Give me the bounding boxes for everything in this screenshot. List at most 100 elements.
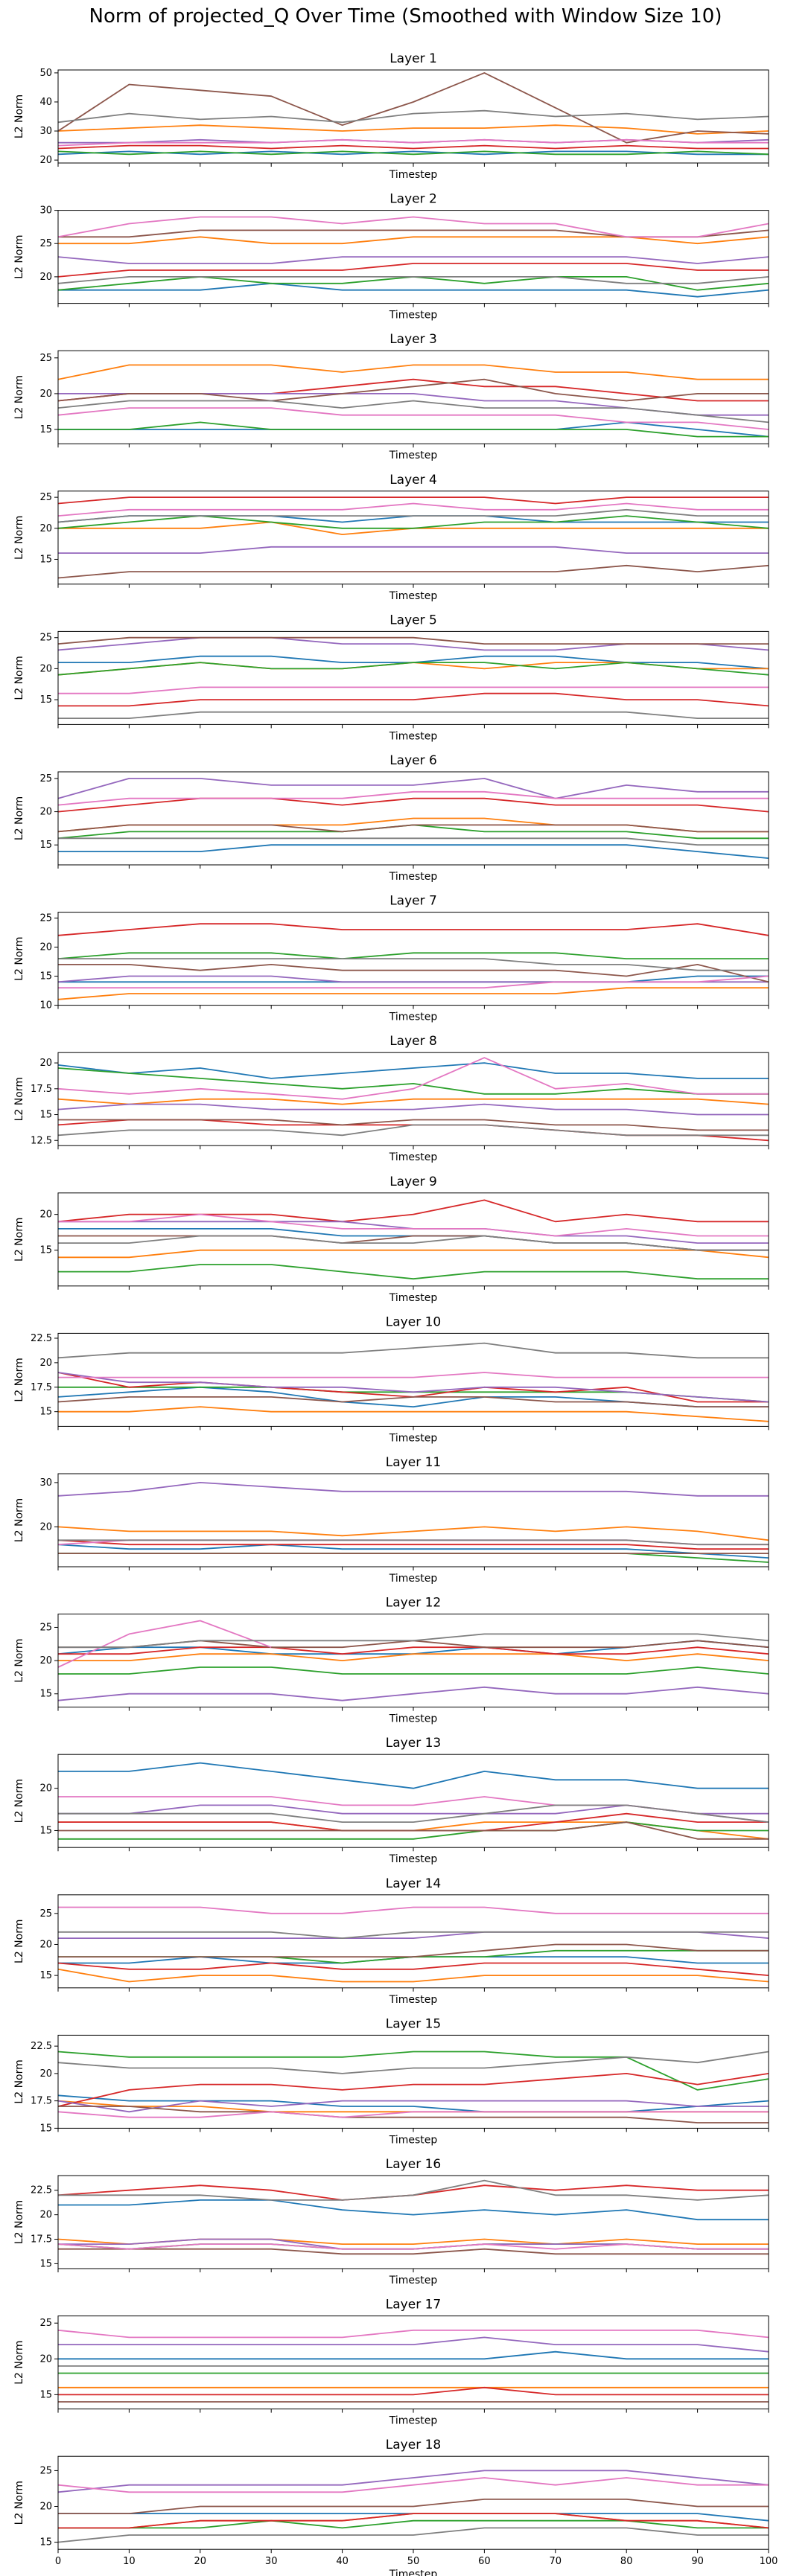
series-line	[57, 824, 769, 833]
y-tick-label: 12.5	[31, 1135, 52, 1146]
series-line	[58, 711, 769, 719]
series-line	[57, 1124, 769, 1137]
series-line	[58, 2350, 769, 2360]
series-line	[58, 844, 769, 859]
y-axis-label: L2 Norm	[13, 1218, 25, 1262]
series-line	[57, 502, 769, 517]
series-line	[58, 282, 769, 298]
x-tick-label: 100	[760, 2556, 778, 2567]
series-line	[58, 1119, 769, 1131]
series-line	[57, 1482, 769, 1497]
y-tick-label: 10	[39, 1000, 52, 1011]
series-line	[58, 1372, 769, 1378]
series-line	[57, 256, 769, 264]
series-line	[58, 692, 769, 707]
series-line	[58, 1821, 769, 1840]
y-tick-label: 17.5	[31, 2096, 52, 2107]
y-tick-label: 22.5	[31, 2185, 52, 2196]
y-tick-label: 22.5	[31, 1333, 52, 1344]
y-tick-label: 15	[39, 1407, 52, 1418]
x-axis-label: Timestep	[389, 2275, 438, 2286]
y-axis-label: L2 Norm	[13, 2340, 25, 2384]
series-line	[58, 2199, 769, 2221]
y-tick-label: 15	[39, 1970, 52, 1981]
x-axis-label: Timestep	[389, 1432, 438, 1444]
x-axis-label: Timestep	[389, 590, 438, 602]
series-line	[58, 1931, 769, 1939]
series-line	[57, 2243, 769, 2250]
series-line	[57, 150, 769, 156]
y-tick-label: 15	[39, 2258, 52, 2269]
y-tick-label: 20	[39, 2068, 52, 2080]
y-tick-label: 17.5	[31, 2234, 52, 2246]
panel-title: Layer 14	[386, 1876, 441, 1891]
y-tick-label: 15	[39, 971, 52, 982]
y-tick-label: 20	[39, 1358, 52, 1369]
y-tick-label: 25	[39, 238, 52, 249]
series-line	[57, 1962, 769, 1976]
y-tick-label: 15	[39, 1689, 52, 1700]
x-axis-label: Timestep	[389, 2569, 438, 2576]
series-line	[58, 958, 769, 971]
series-line	[58, 1653, 769, 1661]
plot-frame	[57, 2034, 769, 2129]
y-tick-label: 15	[39, 694, 52, 706]
x-tick-label: 30	[265, 2556, 278, 2567]
series-line	[57, 124, 769, 135]
x-tick-label: 90	[691, 2556, 704, 2567]
series-line	[58, 837, 769, 846]
series-line	[57, 109, 769, 124]
series-line	[58, 1264, 769, 1280]
y-tick-label: 15	[39, 2537, 52, 2548]
y-tick-label: 20	[39, 155, 52, 166]
series-line	[57, 2051, 769, 2091]
panel-title: Layer 16	[386, 2157, 441, 2172]
series-line	[57, 1372, 769, 1403]
series-line	[57, 636, 769, 645]
series-line	[57, 407, 769, 430]
panel-title: Layer 2	[389, 192, 437, 207]
y-tick-label: 20	[39, 2353, 52, 2365]
panel-title: Layer 7	[389, 894, 437, 909]
panel-title: Layer 12	[386, 1596, 441, 1611]
y-tick-label: 20	[39, 942, 52, 953]
x-tick-label: 80	[620, 2556, 633, 2567]
series-line	[58, 1956, 769, 1964]
y-axis-label: L2 Norm	[13, 2200, 25, 2244]
y-axis-label: L2 Norm	[13, 1077, 25, 1121]
y-tick-label: 15	[39, 554, 52, 565]
x-axis-label: Timestep	[389, 2134, 438, 2146]
y-tick-label: 15	[39, 840, 52, 851]
y-tick-label: 50	[39, 68, 52, 79]
x-tick-label: 50	[407, 2556, 420, 2567]
series-line	[57, 216, 769, 238]
series-line	[57, 790, 769, 806]
y-axis-label: L2 Norm	[13, 1779, 25, 1823]
plot-frame	[57, 1894, 769, 1989]
panel-title: Layer 17	[386, 2298, 441, 2313]
y-axis-label: L2 Norm	[13, 1920, 25, 1963]
series-line	[58, 2499, 769, 2514]
panel-title: Layer 15	[386, 2016, 441, 2031]
y-axis-label: L2 Norm	[13, 516, 25, 560]
series-line	[57, 263, 769, 278]
series-line	[57, 138, 769, 147]
x-axis-label: Timestep	[389, 1573, 438, 1585]
y-tick-label: 20	[39, 2210, 52, 2221]
panel-title: Layer 8	[389, 1034, 437, 1049]
y-tick-label: 40	[39, 97, 52, 108]
y-axis-label: L2 Norm	[13, 1638, 25, 1682]
y-tick-label: 17.5	[31, 1382, 52, 1393]
y-tick-label: 20	[39, 1058, 52, 1069]
series-line	[57, 1098, 769, 1105]
panel-title: Layer 13	[386, 1736, 441, 1751]
series-line	[57, 2329, 769, 2339]
series-line	[57, 1686, 769, 1701]
series-line	[58, 2386, 769, 2396]
series-line	[57, 1199, 769, 1223]
y-tick-label: 25	[39, 2465, 52, 2476]
y-tick-label: 17.5	[31, 1084, 52, 1095]
series-line	[57, 1539, 769, 1550]
series-line	[57, 797, 769, 813]
